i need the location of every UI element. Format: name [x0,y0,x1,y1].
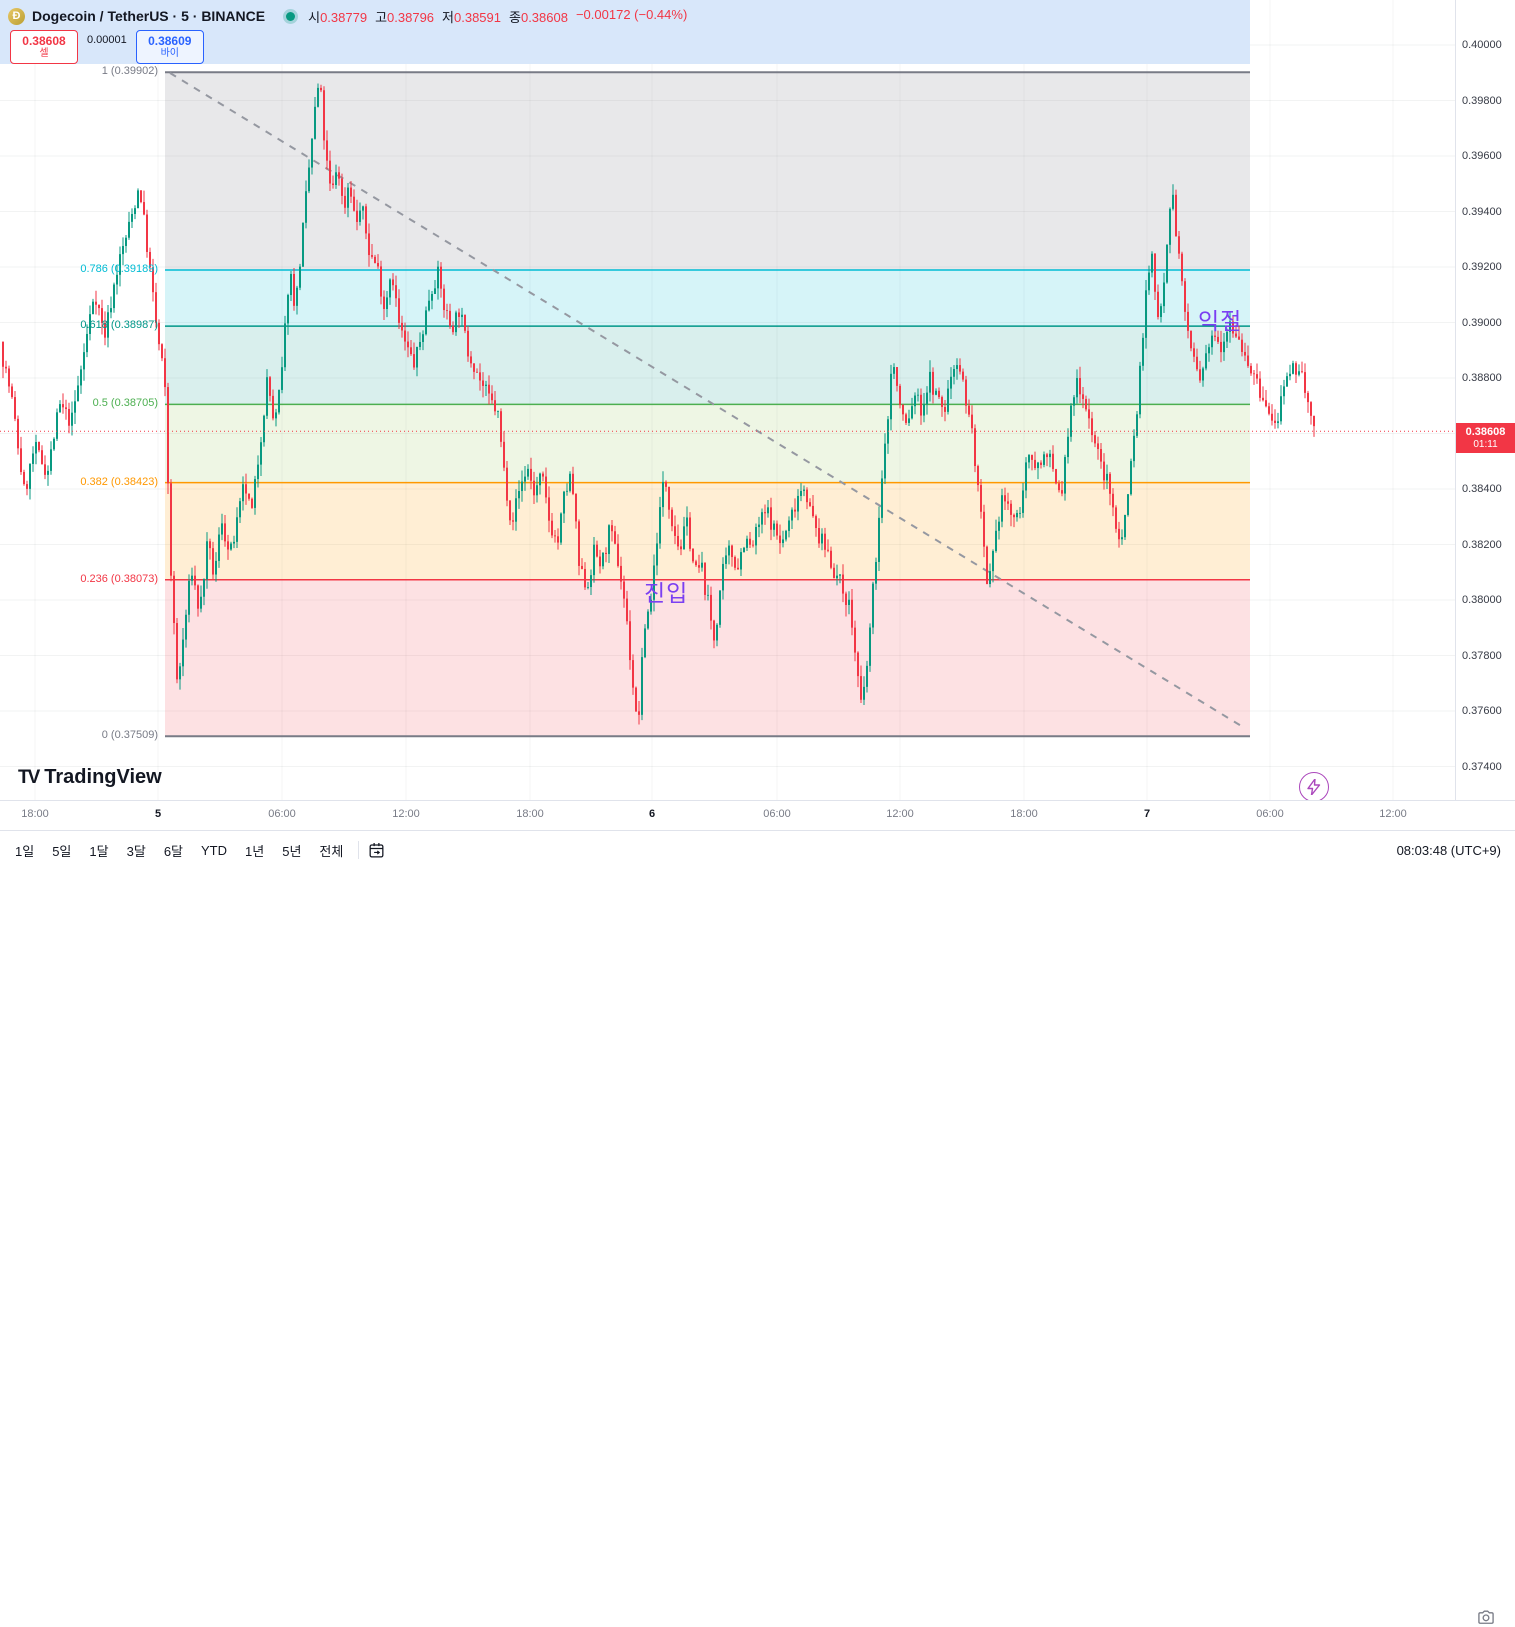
open-label: 시 [308,9,321,25]
range-button-3달[interactable]: 3달 [126,843,146,859]
chart-pane[interactable]: 1 (0.39902) 0.786 (0.39189) 0.618 (0.38987… [0,0,1455,802]
fib-label-0.618[interactable]: 0.618 (0.38987) [80,319,158,332]
price-tick: 0.38400 [1462,483,1502,495]
fib-label-0.236[interactable]: 0.236 (0.38073) [80,572,158,585]
time-tick: 12:00 [392,808,420,820]
time-tick: 12:00 [886,808,914,820]
time-tick: 6 [648,808,656,820]
range-button-6달[interactable]: 6달 [163,843,184,859]
buy-label: 바이 [160,48,179,60]
symbol-title[interactable]: Dogecoin / TetherUS · 5 · BINANCE [32,8,266,24]
fib-label-1[interactable]: 1 (0.39902) [101,65,158,78]
price-tick: 0.37800 [1462,649,1502,662]
price-tick: 0.39000 [1462,316,1502,329]
time-tick: 5 [154,808,162,820]
fib-band [165,270,1250,327]
toolbar-divider [358,841,360,859]
fib-band [165,404,1250,483]
annotation-text-2[interactable]: 익절 [1198,308,1243,334]
fib-band [165,579,1250,737]
bar-countdown: 01:11 [1473,438,1498,450]
price-tick: 0.38000 [1462,594,1502,606]
open-value: 0.38779 [320,9,368,25]
date-range-buttons: 1일 5일 1달 3달 6달 YTD 1년 5년 전체 [8,837,350,864]
buy-price: 0.38609 [148,33,192,48]
spread-value: 0.00001 [87,34,127,46]
fib-band [165,326,1250,405]
sell-label: 셀 [39,48,49,60]
price-tick: 0.39600 [1462,150,1502,162]
time-axis[interactable]: 18:00 5 06:00 12:00 18:00 6 06:00 12:00 18:00 7 06… [0,800,1515,1624]
price-axis[interactable]: 0.40000 0.39800 0.39600 0.39400 0.39200 0.390… [1455,0,1515,800]
fib-label-0.786[interactable]: 0.786 (0.39189) [80,263,158,276]
time-tick: 18:00 [1010,808,1038,820]
range-button-YTD[interactable]: YTD [201,842,228,858]
dogecoin-logo-icon: Ð [8,7,25,25]
price-tick: 0.38800 [1462,372,1502,384]
time-tick: 06:00 [763,808,791,820]
range-button-1년[interactable]: 1년 [245,843,265,859]
price-tick: 0.38200 [1462,538,1502,551]
tradingview-logo-icon: TV [18,766,40,788]
price-tick: 0.39200 [1462,261,1502,273]
trade-widget: 0.38608 셀 0.00001 0.38609 바이 [10,30,204,64]
fib-label-0[interactable]: 0 (0.37509) [101,729,158,742]
price-tick: 0.39800 [1462,94,1502,107]
low-label: 저 [442,9,454,25]
low-value: 0.38591 [454,9,501,25]
bottom-toolbar: 1일 5일 1달 3달 6달 YTD 1년 5년 전체 08:03:48 (UTC+9) [0,830,1515,869]
fib-label-0.382[interactable]: 0.382 (0.38423) [80,475,158,488]
tradingview-logo-text: TradingView [44,766,162,788]
symbol-header: Ð Dogecoin / TetherUS · 5 · BINANCE 시0.3… [8,6,687,26]
tradingview-logo[interactable]: TV TradingView [18,766,162,789]
range-button-5년[interactable]: 5년 [282,843,302,859]
buy-button[interactable]: 0.38609 바이 [135,30,204,64]
high-value: 0.38796 [387,9,435,25]
market-status-icon[interactable] [286,11,296,21]
time-tick: 12:00 [1379,808,1407,820]
price-tick: 0.37600 [1462,705,1502,717]
lightning-icon [1307,779,1321,795]
camera-icon[interactable] [1476,1607,1496,1627]
time-tick: 06:00 [1256,808,1284,820]
goto-date-icon[interactable] [367,841,386,860]
fib-band [165,72,1250,271]
last-price-value: 0.38608 [1465,426,1506,439]
sell-price: 0.38608 [22,33,66,48]
change-value: −0.00172 (−0.44%) [575,6,688,22]
high-label: 고 [375,9,388,25]
candles-layer [2,83,1315,725]
header-band [0,0,1250,64]
fib-band [165,482,1250,580]
range-button-전체[interactable]: 전체 [319,843,344,859]
fib-label-0.5[interactable]: 0.5 (0.38705) [92,397,158,410]
time-tick: 18:00 [516,808,544,820]
last-price-tag: 0.38608 01:11 [1456,423,1515,454]
time-tick: 06:00 [268,808,296,820]
price-tick: 0.39400 [1462,205,1502,218]
price-tick: 0.40000 [1462,39,1502,51]
time-tick: 7 [1143,808,1151,820]
clock-timezone-button[interactable]: 08:03:48 (UTC+9) [1396,842,1501,858]
range-button-1일[interactable]: 1일 [15,843,35,859]
candlestick-chart[interactable] [0,0,1455,800]
sell-button[interactable]: 0.38608 셀 [10,30,78,64]
time-tick: 18:00 [21,808,49,820]
close-label: 종 [509,9,521,25]
boost-button[interactable] [1299,772,1329,802]
close-value: 0.38608 [520,9,568,25]
range-button-5일[interactable]: 5일 [52,843,72,859]
annotation-text-1[interactable]: 진입 [644,580,689,606]
ohlc-readout: 시0.38779 고0.38796 저0.38591 종0.38608 −0.0… [308,7,687,26]
range-button-1달[interactable]: 1달 [89,843,109,859]
price-tick: 0.37400 [1462,760,1502,773]
